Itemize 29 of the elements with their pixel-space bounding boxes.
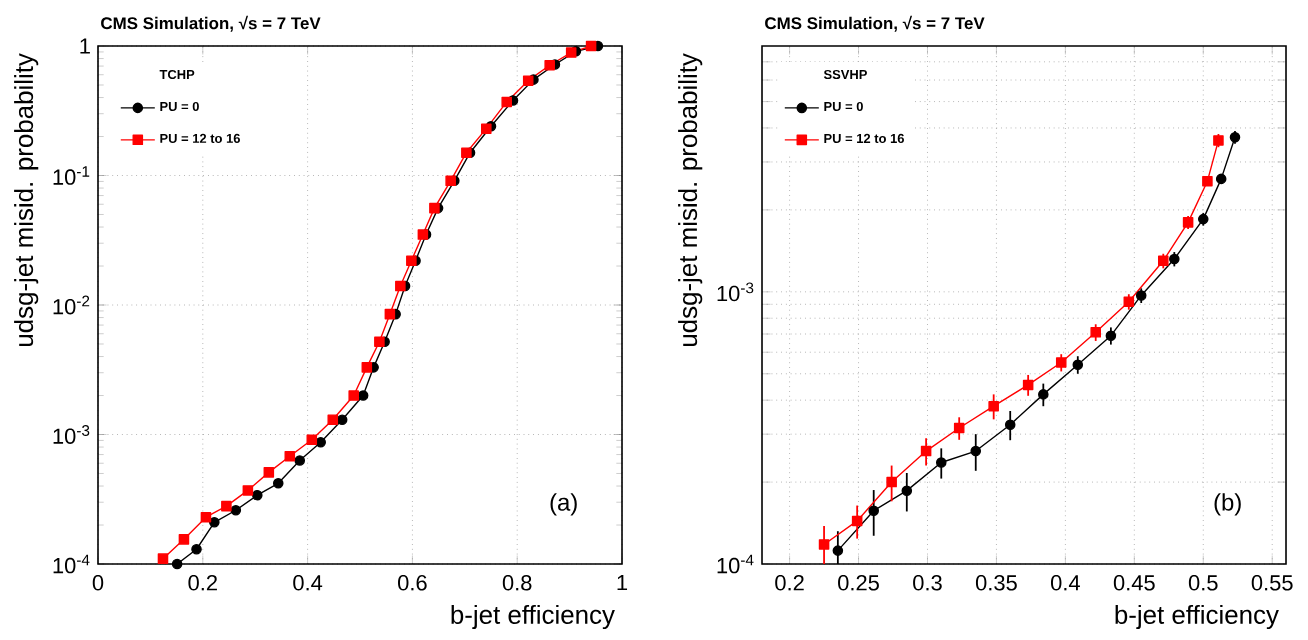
x-tick-label: 0.45 [1113, 575, 1155, 591]
y-tick-label: 1 [80, 38, 90, 54]
x-tick-label: 0.8 [502, 575, 532, 591]
x-tick-label: 0 [92, 575, 104, 591]
x-tick-label: 0.2 [188, 575, 217, 591]
y-tick-label: 10$^{-4}$ [717, 554, 754, 574]
x-axis-title: b-jet efficiency [451, 604, 615, 630]
x-tick-label: 0.3 [913, 575, 942, 591]
x-tick-label: 0.25 [838, 575, 879, 591]
x-tick-label: 0.6 [398, 575, 427, 591]
x-tick-label: 0.2 [775, 575, 804, 591]
y-axis-title: udsg-jet misid. probability [678, 53, 703, 347]
x-tick-label: 0.5 [1188, 575, 1218, 591]
y-axis-title: udsg-jet misid. probability [14, 53, 39, 347]
x-axis-title: b-jet efficiency [1115, 604, 1279, 630]
annotation: (a) [550, 493, 577, 516]
x-tick-label: 0.55 [1251, 575, 1293, 591]
y-tick-label: 10$^{-3}$ [717, 282, 754, 302]
y-tick-label: 10$^{-3}$ [53, 425, 90, 444]
y-tick-label: 10$^{-1}$ [53, 166, 90, 185]
y-tick-label: 10$^{-4}$ [53, 554, 90, 574]
x-tick-label: 0.4 [293, 575, 323, 591]
x-tick-label: 1 [617, 575, 628, 591]
chart-title: CMS Simulation, √s = 7 TeV [765, 15, 985, 32]
x-tick-label: 0.4 [1050, 575, 1080, 591]
chart-title: CMS Simulation, √s = 7 TeV [101, 15, 321, 32]
x-tick-label: 0.35 [975, 575, 1017, 591]
y-tick-label: 10$^{-2}$ [53, 295, 90, 315]
annotation: (b) [1214, 493, 1241, 516]
